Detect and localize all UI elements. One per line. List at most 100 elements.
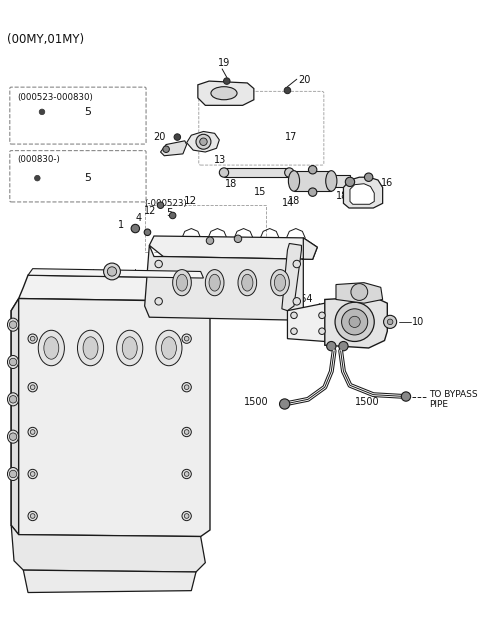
Circle shape: [28, 383, 37, 392]
Polygon shape: [187, 131, 219, 152]
Text: 5: 5: [84, 173, 91, 183]
Text: 1500: 1500: [355, 397, 379, 407]
Circle shape: [182, 383, 192, 392]
Circle shape: [200, 138, 207, 145]
Polygon shape: [28, 269, 204, 278]
Ellipse shape: [8, 355, 19, 369]
Ellipse shape: [38, 330, 64, 365]
Text: 14: 14: [282, 198, 295, 208]
FancyBboxPatch shape: [10, 87, 146, 144]
Circle shape: [9, 358, 17, 365]
Ellipse shape: [326, 171, 337, 191]
Circle shape: [28, 469, 37, 479]
Circle shape: [155, 260, 162, 268]
Circle shape: [327, 342, 336, 351]
Polygon shape: [282, 243, 301, 310]
Ellipse shape: [288, 171, 300, 191]
Ellipse shape: [83, 337, 98, 359]
Text: 1: 1: [118, 220, 124, 230]
Circle shape: [182, 428, 192, 436]
Text: (000523-000830): (000523-000830): [17, 93, 93, 102]
Circle shape: [184, 472, 189, 476]
Circle shape: [163, 146, 169, 152]
Text: 20: 20: [154, 132, 166, 142]
Text: 10: 10: [411, 317, 424, 327]
Polygon shape: [294, 171, 331, 191]
Ellipse shape: [117, 330, 143, 365]
Text: (-000523): (-000523): [144, 199, 187, 208]
Circle shape: [9, 321, 17, 328]
Text: 15: 15: [254, 186, 266, 196]
Circle shape: [144, 229, 151, 236]
Circle shape: [345, 177, 355, 186]
Circle shape: [182, 334, 192, 343]
Ellipse shape: [211, 86, 237, 100]
Polygon shape: [11, 290, 210, 536]
Polygon shape: [198, 81, 254, 106]
Circle shape: [157, 202, 164, 209]
Circle shape: [28, 511, 37, 521]
Circle shape: [349, 316, 360, 328]
Text: (00MY,01MY): (00MY,01MY): [8, 33, 84, 45]
Text: 5: 5: [166, 207, 173, 218]
Polygon shape: [149, 236, 317, 259]
Circle shape: [319, 328, 325, 335]
Text: 5: 5: [84, 107, 91, 117]
Ellipse shape: [77, 330, 104, 365]
Text: 4: 4: [135, 213, 142, 223]
Ellipse shape: [271, 269, 289, 296]
Text: 1500: 1500: [244, 397, 269, 407]
Polygon shape: [11, 525, 205, 572]
Ellipse shape: [219, 168, 228, 177]
Circle shape: [234, 235, 242, 243]
Polygon shape: [224, 168, 289, 177]
Ellipse shape: [173, 269, 192, 296]
Circle shape: [342, 309, 368, 335]
Ellipse shape: [275, 275, 286, 291]
Circle shape: [184, 385, 189, 390]
Circle shape: [335, 302, 374, 342]
Polygon shape: [344, 177, 383, 208]
Polygon shape: [19, 275, 210, 301]
Text: 16: 16: [381, 178, 393, 188]
Ellipse shape: [8, 318, 19, 331]
Circle shape: [401, 392, 411, 401]
Ellipse shape: [238, 269, 257, 296]
Polygon shape: [325, 297, 387, 348]
Circle shape: [104, 263, 120, 280]
Circle shape: [30, 385, 35, 390]
Polygon shape: [288, 303, 328, 342]
Circle shape: [39, 109, 45, 115]
Circle shape: [364, 173, 373, 181]
Circle shape: [339, 342, 348, 351]
Circle shape: [28, 334, 37, 343]
Circle shape: [184, 514, 189, 518]
Circle shape: [30, 514, 35, 518]
Circle shape: [387, 319, 393, 324]
Ellipse shape: [242, 275, 253, 291]
Circle shape: [35, 175, 40, 181]
Polygon shape: [144, 238, 317, 320]
Text: 12: 12: [144, 206, 157, 216]
Polygon shape: [350, 184, 374, 204]
Circle shape: [182, 511, 192, 521]
Ellipse shape: [8, 430, 19, 443]
Text: 3: 3: [287, 315, 293, 325]
Circle shape: [196, 134, 211, 149]
Bar: [144, 205, 266, 252]
Circle shape: [9, 396, 17, 403]
Circle shape: [30, 429, 35, 435]
Ellipse shape: [205, 269, 224, 296]
Circle shape: [9, 470, 17, 477]
Circle shape: [184, 429, 189, 435]
Text: 18: 18: [336, 191, 348, 201]
Ellipse shape: [156, 330, 182, 365]
Ellipse shape: [8, 467, 19, 481]
Polygon shape: [24, 570, 196, 593]
FancyBboxPatch shape: [10, 150, 146, 202]
Circle shape: [174, 134, 180, 140]
Circle shape: [293, 260, 300, 268]
Circle shape: [182, 469, 192, 479]
Circle shape: [206, 237, 214, 244]
Circle shape: [224, 78, 230, 84]
